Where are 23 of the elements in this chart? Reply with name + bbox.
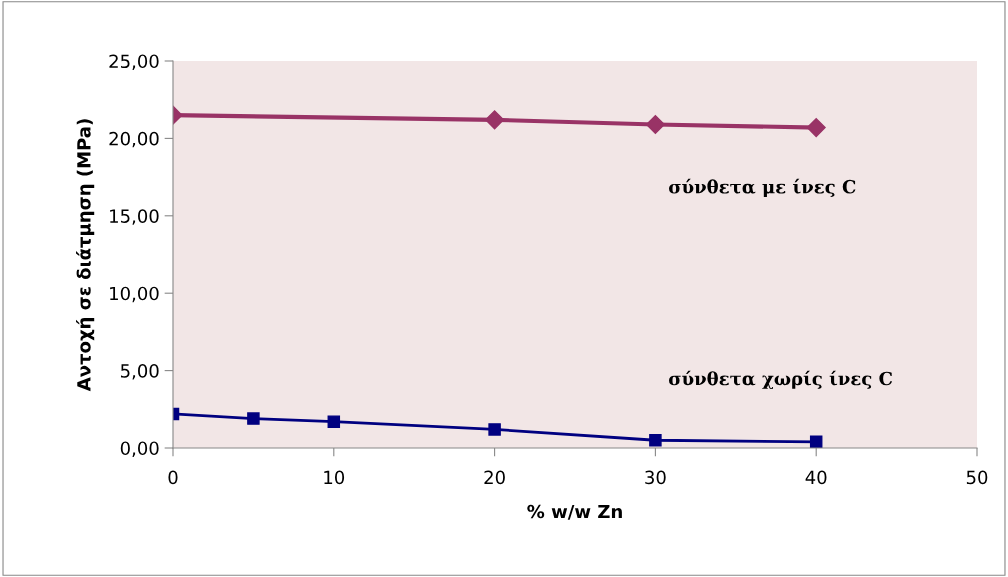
y-axis-title: Αντοχή σε διάτμηση (MPa) xyxy=(76,119,95,392)
point xyxy=(645,114,665,135)
y-tick-label: 0,00 xyxy=(120,441,159,457)
x-tick-label: 30 xyxy=(645,470,666,485)
annotation: σύνθετα με ίνες C xyxy=(669,178,856,198)
x-tick-label: 50 xyxy=(966,470,988,485)
x-tick-label: 40 xyxy=(805,470,827,485)
point xyxy=(485,110,505,130)
y-tick-label: 20,00 xyxy=(109,131,159,148)
x-tick-label: 0 xyxy=(168,470,178,485)
point xyxy=(327,415,341,428)
point xyxy=(806,118,826,138)
annotation: σύνθετα χωρίς ίνες C xyxy=(669,370,893,390)
y-tick-label: 25,00 xyxy=(109,54,159,70)
y-tick-label: 5,00 xyxy=(121,364,159,380)
y-tick-label: 15,00 xyxy=(110,209,159,225)
point xyxy=(649,434,662,447)
y-tick-label: 10,00 xyxy=(110,286,159,303)
point xyxy=(488,423,501,436)
x-tick-label: 20 xyxy=(484,470,505,485)
x-axis-title: % w/w Zn xyxy=(527,504,622,520)
x-tick-label: 10 xyxy=(324,470,345,485)
point xyxy=(247,412,260,425)
